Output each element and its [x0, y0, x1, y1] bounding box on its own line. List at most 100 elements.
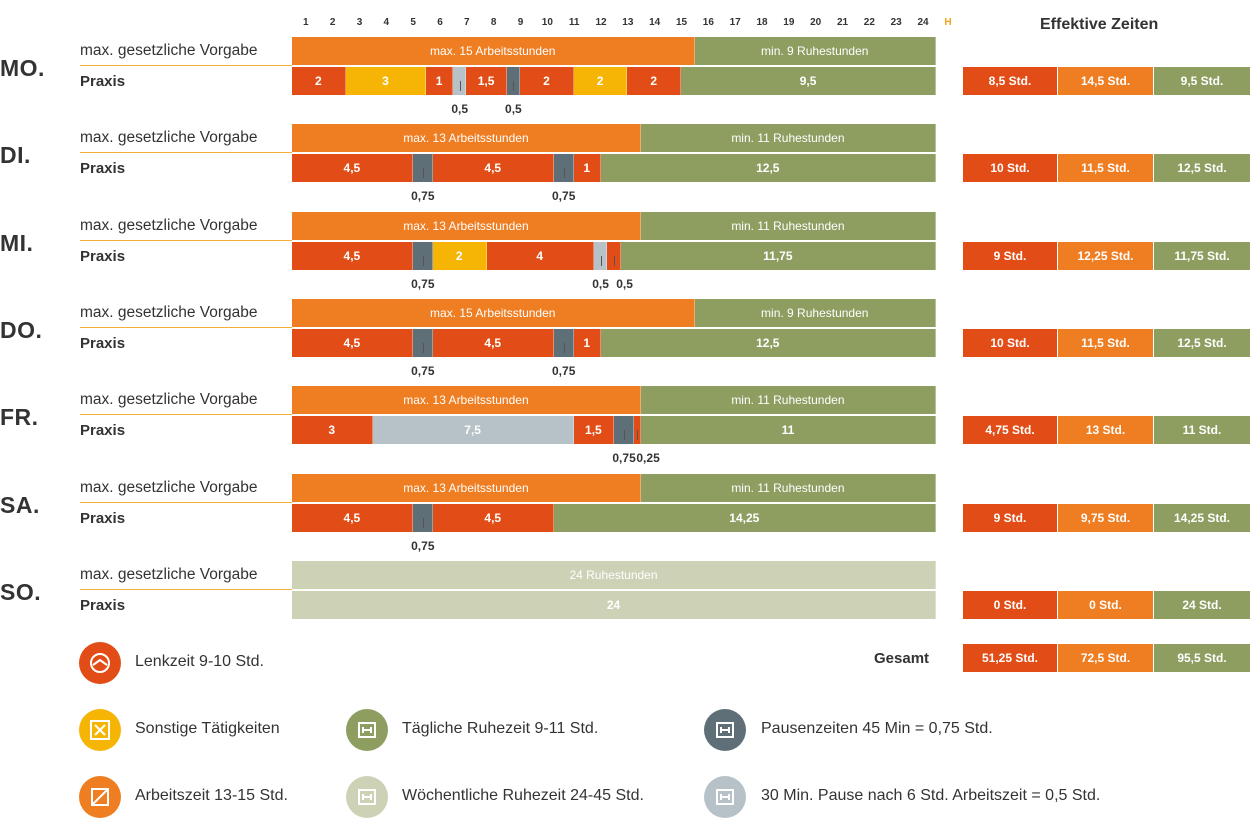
segment-pointer-tick: [637, 430, 639, 441]
segment-pointer-tick: [614, 255, 615, 266]
segment-value-label: 0,75: [411, 276, 435, 291]
praxis-segment: 2: [432, 241, 487, 270]
praxis-label: Praxis: [80, 509, 126, 527]
legend-swatch: [79, 776, 121, 818]
vorgabe-bar: max. 13 Arbeitsstunden min. 11 Ruhestunde…: [292, 124, 936, 153]
hour-tick-label: 7: [464, 17, 470, 28]
effective-time-cell: 10 Std.: [963, 328, 1057, 357]
vorgabe-segment: min. 11 Ruhestunden: [640, 211, 936, 240]
effective-time-cell: 9 Std.: [963, 241, 1057, 270]
vorgabe-label: max. gesetzliche Vorgabe: [80, 478, 258, 496]
segment-value-label: 0,5: [451, 102, 469, 116]
effective-time-cell: 12,25 Std.: [1058, 241, 1153, 270]
segment-value-label: 0,75: [411, 363, 435, 378]
segment-pointer-tick: [563, 342, 565, 353]
vorgabe-underline: [80, 414, 292, 416]
total-effective-cell: 72,5 Std.: [1058, 644, 1153, 672]
praxis-segment: 2: [627, 67, 682, 95]
vorgabe-bar: 24 Ruhestunden: [292, 560, 936, 589]
hour-tick-label: 3: [356, 17, 363, 28]
praxis-bar: 2 3 1 1,5 2 2 2 9,5: [292, 67, 936, 95]
segment-value-label: 0,5: [616, 276, 633, 291]
praxis-bar: 3 7,5 1,5 11: [292, 416, 936, 445]
praxis-segment: 24: [292, 590, 936, 619]
praxis-segment: 12,5: [600, 154, 936, 183]
vorgabe-bar: max. 13 Arbeitsstunden min. 11 Ruhestunde…: [292, 386, 936, 415]
vorgabe-bar: max. 13 Arbeitsstunden min. 11 Ruhestunde…: [292, 211, 936, 240]
segment-pointer-tick: [624, 430, 626, 441]
hour-tick-label: 24: [917, 17, 929, 28]
praxis-label: Praxis: [80, 334, 126, 352]
effective-time-cell: 8,5 Std.: [963, 67, 1057, 95]
legend-label: Tägliche Ruhezeit 9-11 Std.: [402, 720, 599, 737]
vorgabe-segment: max. 13 Arbeitsstunden: [292, 386, 641, 415]
effective-time-cell: 10 Std.: [963, 154, 1057, 183]
hour-tick-label: 21: [836, 17, 849, 28]
praxis-segment: 12,5: [600, 328, 936, 357]
hour-tick-label: 9: [517, 17, 524, 28]
segment-pointer-tick: [422, 255, 424, 266]
hour-tick-label: 8: [490, 17, 497, 28]
effective-time-cell: 11,75 Std.: [1154, 241, 1250, 270]
day-label: MO.: [0, 55, 45, 81]
vorgabe-label: max. gesetzliche Vorgabe: [80, 216, 258, 234]
effective-time-cell: 9 Std.: [963, 503, 1057, 532]
vorgabe-segment: max. 13 Arbeitsstunden: [292, 124, 641, 153]
effective-time-cell: 0 Std.: [1058, 590, 1153, 619]
tools-icon: [89, 719, 111, 741]
hour-tick-label: 16: [702, 17, 714, 28]
vorgabe-label: max. gesetzliche Vorgabe: [80, 565, 258, 583]
segment-pointer-tick: [422, 168, 424, 179]
legend-label: Pausenzeiten 45 Min = 0,75 Std.: [761, 720, 993, 737]
hour-tick-label: 17: [729, 17, 741, 28]
vorgabe-segment: 24 Ruhestunden: [292, 560, 936, 589]
praxis-segment: 4,5: [432, 328, 554, 357]
hour-tick-label: 5: [410, 17, 416, 28]
legend-label: Arbeitszeit 13-15 Std.: [135, 787, 288, 804]
day-label: SO.: [0, 578, 42, 605]
vorgabe-underline: [80, 152, 292, 154]
praxis-segment: 2: [292, 67, 346, 95]
day-label: FR.: [0, 404, 39, 431]
praxis-segment: 11,75: [620, 241, 936, 270]
legend-swatch: [704, 709, 746, 751]
hour-tick-label: 11: [568, 17, 580, 28]
effective-time-cell: 12,5 Std.: [1154, 154, 1250, 183]
vorgabe-segment: min. 11 Ruhestunden: [640, 386, 936, 415]
praxis-segment: 1,5: [466, 67, 507, 95]
praxis-segment: 9,5: [681, 67, 936, 95]
day-label: DI.: [0, 142, 31, 169]
hour-tick-label: 18: [756, 17, 768, 28]
segment-value-label: 0,75: [411, 538, 435, 553]
hour-tick-label: 13: [622, 17, 634, 28]
hour-tick-label: 14: [649, 17, 661, 28]
praxis-segment: 1: [573, 154, 601, 183]
vorgabe-segment: max. 15 Arbeitsstunden: [292, 298, 695, 327]
segment-value-label: 0,75: [552, 189, 576, 204]
praxis-label: Praxis: [80, 160, 126, 178]
praxis-segment: 7,5: [372, 416, 574, 445]
segment-value-label: 0,5: [592, 276, 609, 291]
effective-time-cell: 14,25 Std.: [1154, 503, 1250, 532]
hour-tick-label: 2: [329, 17, 336, 28]
vorgabe-segment: max. 13 Arbeitsstunden: [292, 211, 641, 240]
segment-pointer-tick: [513, 81, 515, 91]
vorgabe-segment: min. 11 Ruhestunden: [640, 124, 936, 153]
bed-icon: [356, 719, 378, 741]
segment-value-label: 0,75: [552, 363, 576, 378]
effective-times-title: Effektive Zeiten: [1040, 16, 1159, 33]
work-icon: [89, 786, 111, 808]
praxis-segment: 2: [573, 67, 628, 95]
praxis-segment: 4,5: [292, 328, 413, 357]
legend-label: Wöchentliche Ruhezeit 24-45 Std.: [402, 787, 644, 804]
praxis-segment: 3: [345, 67, 427, 95]
vorgabe-segment: min. 11 Ruhestunden: [640, 473, 936, 502]
effective-time-cell: 13 Std.: [1058, 416, 1153, 445]
praxis-segment: [506, 67, 521, 95]
praxis-segment: 3: [292, 416, 373, 445]
hour-tick-label: 19: [783, 17, 795, 28]
hour-tick-label: 10: [541, 17, 553, 28]
steering-wheel-icon: [88, 651, 112, 675]
effective-time-cell: 11,5 Std.: [1058, 328, 1153, 357]
praxis-segment: 1: [426, 67, 453, 95]
